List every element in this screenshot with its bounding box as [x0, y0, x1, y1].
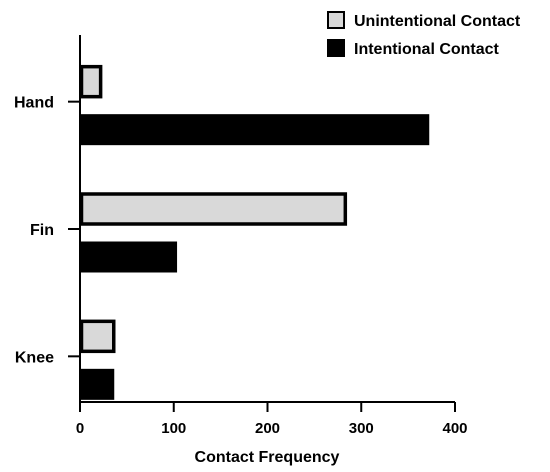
y-tick-label: Fin [30, 222, 54, 239]
bar-unintentional-knee [79, 319, 116, 354]
x-tick-label: 100 [161, 420, 186, 437]
x-tick-label: 300 [349, 420, 374, 437]
y-ticks: Hand Fin Knee [14, 95, 80, 366]
x-tick-label: 0 [76, 420, 84, 437]
x-tick-label: 200 [255, 420, 280, 437]
bar-intentional-knee [81, 368, 115, 400]
legend-label-intentional: Intentional Contact [354, 41, 500, 58]
legend-swatch-intentional [327, 39, 345, 57]
legend-swatch-unintentional [327, 11, 345, 29]
y-tick-label: Hand [14, 95, 54, 112]
bar-unintentional-hand [79, 64, 103, 99]
x-tick-label: 400 [442, 420, 467, 437]
x-ticks: 0 100 200 300 400 [76, 402, 468, 437]
bar-unintentional-fin [79, 192, 348, 226]
legend-label-unintentional: Unintentional Contact [354, 13, 521, 30]
bar-intentional-fin [81, 241, 178, 273]
bars [79, 64, 430, 400]
bar-intentional-hand [81, 114, 430, 146]
legend: Unintentional Contact Intentional Contact [327, 11, 521, 58]
y-tick-label: Knee [15, 349, 54, 366]
x-axis-title: Contact Frequency [195, 449, 340, 466]
